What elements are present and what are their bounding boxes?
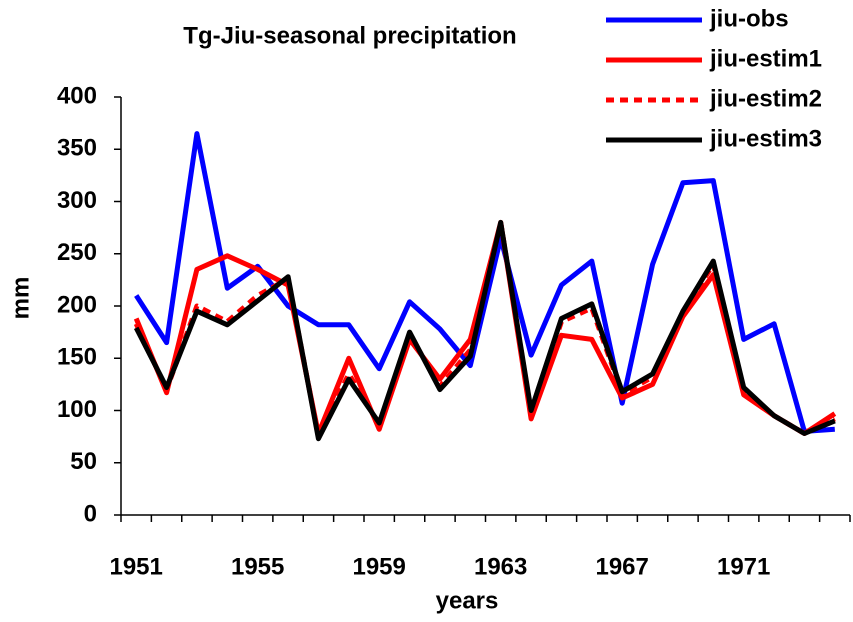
x-tick-label: 1967: [595, 553, 648, 580]
y-tick-label: 400: [57, 82, 97, 109]
x-tick-label: 1971: [717, 553, 770, 580]
y-axis-title: mm: [7, 277, 34, 320]
x-tick-label: 1959: [352, 553, 405, 580]
legend-label: jiu-estim1: [709, 45, 822, 72]
x-tick-label: 1963: [474, 553, 527, 580]
x-tick-label: 1955: [231, 553, 284, 580]
y-tick-label: 250: [57, 239, 97, 266]
y-tick-label: 0: [84, 500, 97, 527]
y-tick-label: 50: [70, 448, 97, 475]
legend-label: jiu-estim2: [709, 85, 822, 112]
data-line: [134, 131, 835, 434]
x-tick-label: 1951: [109, 553, 162, 580]
chart-title: Tg-Jiu-seasonal precipitation: [183, 22, 516, 49]
data-line: [133, 219, 836, 442]
y-tick-label: 150: [57, 344, 97, 371]
legend-label: jiu-estim3: [709, 125, 822, 152]
legend-label: jiu-obs: [709, 5, 789, 32]
y-tick-label: 300: [57, 187, 97, 214]
x-axis-title: years: [436, 587, 499, 614]
y-tick-label: 350: [57, 135, 97, 162]
y-tick-label: 200: [57, 291, 97, 318]
y-tick-label: 100: [57, 396, 97, 423]
